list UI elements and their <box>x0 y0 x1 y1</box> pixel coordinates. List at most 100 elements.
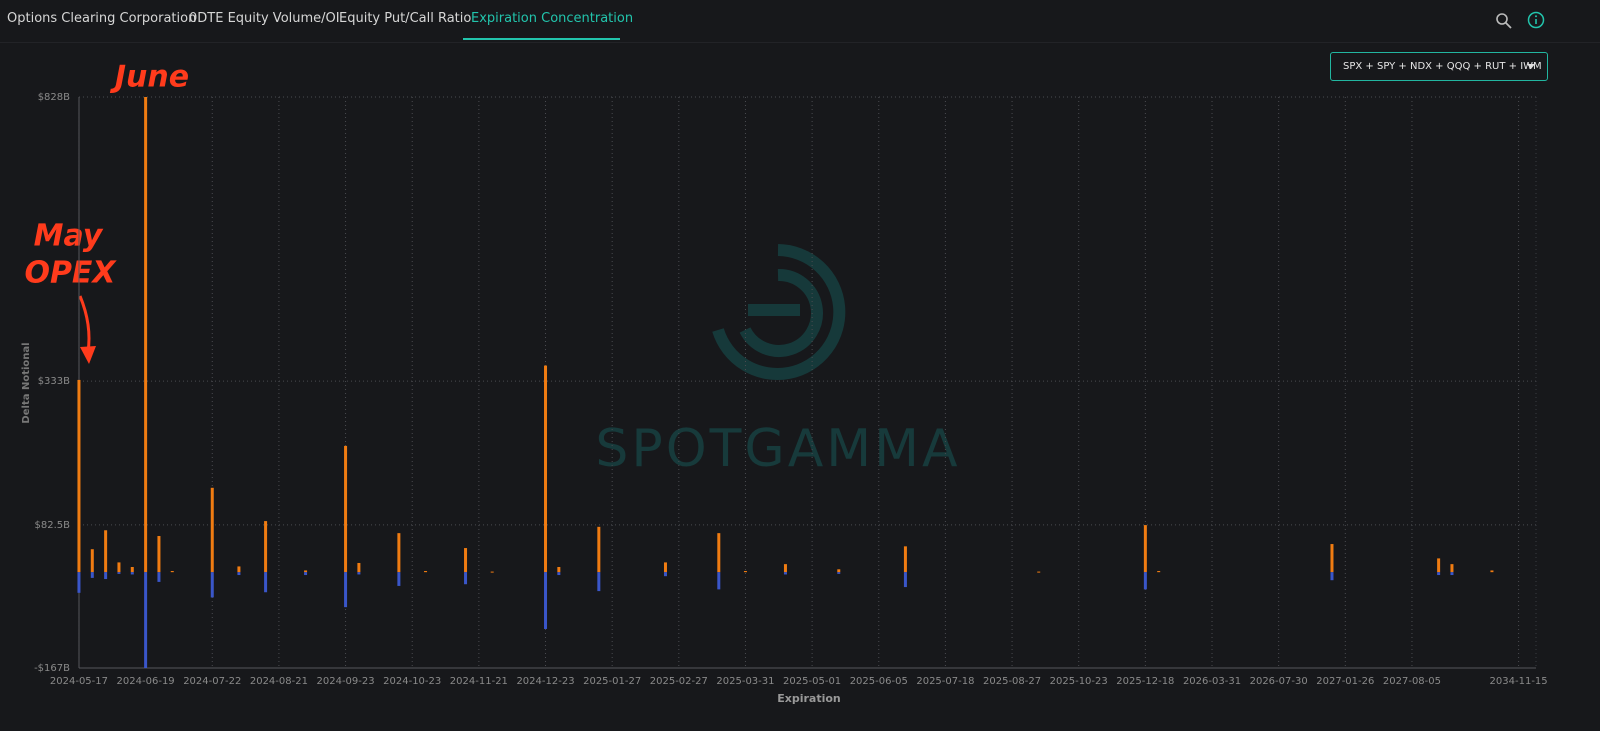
bar <box>464 548 468 573</box>
bar <box>557 572 561 576</box>
x-tick-label: 2025-10-23 <box>1050 676 1108 687</box>
bar <box>717 533 721 573</box>
bar <box>130 566 134 573</box>
bar <box>783 564 787 573</box>
bar <box>424 571 428 573</box>
bar <box>144 572 148 668</box>
x-tick-label: 2025-06-05 <box>850 676 908 687</box>
bar <box>1143 572 1147 590</box>
bar <box>264 521 268 573</box>
bar <box>77 572 81 593</box>
bar <box>117 562 121 573</box>
bar <box>144 97 148 573</box>
x-axis-title: Expiration <box>777 692 841 705</box>
bar <box>1437 558 1441 573</box>
bar <box>344 445 348 573</box>
bar <box>304 570 308 573</box>
bar <box>1437 572 1441 576</box>
y-tick-label: $333B <box>38 376 70 387</box>
bar <box>237 566 241 573</box>
y-tick-label: $82.5B <box>35 520 71 531</box>
bar <box>90 549 94 573</box>
bar <box>663 572 667 577</box>
x-tick-label: 2027-01-26 <box>1316 676 1374 687</box>
x-tick-label: 2025-02-27 <box>650 676 708 687</box>
bar <box>717 572 721 590</box>
bar <box>783 572 787 575</box>
tab[interactable]: Equity Put/Call Ratio <box>339 11 472 26</box>
x-tick-label: 2025-08-27 <box>983 676 1041 687</box>
y-tick-label: $828B <box>38 92 70 103</box>
watermark: SPOTGAMMA <box>595 419 960 479</box>
bar <box>544 365 548 573</box>
bar <box>1037 571 1041 573</box>
bar <box>90 572 94 578</box>
bar <box>210 487 214 573</box>
x-tick-label: 2025-05-01 <box>783 676 841 687</box>
x-tick-label: 2025-12-18 <box>1116 676 1174 687</box>
x-tick-label: 2025-03-31 <box>716 676 774 687</box>
y-tick-label: -$167B <box>34 663 70 674</box>
x-tick-label: 2034-11-15 <box>1490 676 1548 687</box>
bar <box>1330 572 1334 581</box>
x-tick-label: 2024-12-23 <box>516 676 574 687</box>
bar <box>1143 525 1147 573</box>
bar <box>490 571 494 573</box>
x-tick-label: 2024-06-19 <box>117 676 175 687</box>
info-icon[interactable] <box>1526 10 1546 30</box>
bar <box>663 562 667 573</box>
x-tick-label: 2024-11-21 <box>450 676 508 687</box>
x-tick-label: 2024-07-22 <box>183 676 241 687</box>
tab[interactable]: Options Clearing Corporation <box>7 11 197 26</box>
annotation: May <box>34 219 104 254</box>
bar <box>104 530 108 573</box>
bar <box>397 533 401 573</box>
bar <box>557 566 561 573</box>
search-icon[interactable] <box>1494 11 1514 31</box>
bar <box>104 572 108 580</box>
annotation: June <box>110 60 189 95</box>
bar <box>1450 564 1454 573</box>
tab-active[interactable]: Expiration Concentration <box>463 0 633 40</box>
dropdown[interactable]: SPX + SPY + NDX + QQQ + RUT + IWM <box>1330 52 1548 81</box>
x-tick-label: 2024-08-21 <box>250 676 308 687</box>
bar <box>903 546 907 573</box>
x-tick-label: 2026-07-30 <box>1250 676 1308 687</box>
watermark-logo <box>712 244 846 380</box>
dropdown-label: SPX + SPY + NDX + QQQ + RUT + IWM <box>1343 61 1542 72</box>
bar <box>210 572 214 598</box>
bar <box>903 572 907 588</box>
bar <box>837 572 841 574</box>
bar <box>544 572 548 629</box>
x-tick-label: 2026-03-31 <box>1183 676 1241 687</box>
bar <box>130 572 134 575</box>
x-tick-label: 2025-07-18 <box>916 676 974 687</box>
bar <box>837 569 841 573</box>
x-tick-label: 2024-09-23 <box>317 676 375 687</box>
bar <box>357 572 361 575</box>
bar <box>1450 572 1454 576</box>
bar <box>743 571 747 573</box>
caret <box>1527 64 1535 69</box>
tab[interactable]: 0DTE Equity Volume/OI <box>189 11 340 26</box>
bar <box>304 572 308 576</box>
bar <box>597 572 601 592</box>
bar <box>157 536 161 573</box>
bar <box>77 379 81 573</box>
x-tick-label: 2025-01-27 <box>583 676 641 687</box>
bar <box>344 572 348 608</box>
y-axis-title: Delta Notional <box>21 342 32 423</box>
tab-bar: Options Clearing Corporation 0DTE Equity… <box>0 0 1600 43</box>
bar <box>237 572 241 576</box>
annotation: OPEX <box>24 256 117 291</box>
bar <box>1490 570 1494 573</box>
bar <box>1330 544 1334 573</box>
annotation-arrow <box>78 295 91 353</box>
bar <box>170 571 174 573</box>
bar <box>117 572 121 574</box>
bar <box>464 572 468 585</box>
annotation-arrowhead <box>80 346 96 364</box>
bar <box>397 572 401 586</box>
